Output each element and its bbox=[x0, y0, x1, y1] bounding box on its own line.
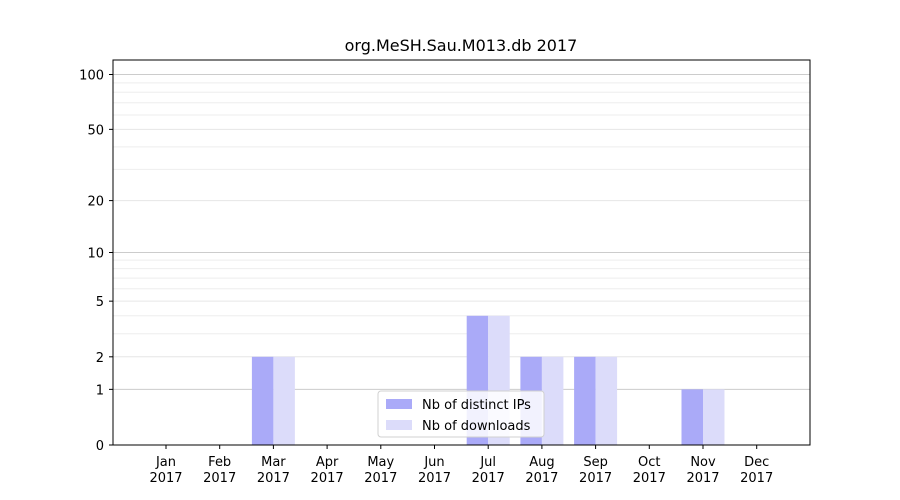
legend-swatch bbox=[386, 399, 412, 409]
x-tick-label-year: 2017 bbox=[311, 471, 344, 486]
bar bbox=[251, 356, 274, 445]
x-tick-label-year: 2017 bbox=[633, 471, 666, 486]
x-tick-label-year: 2017 bbox=[257, 471, 290, 486]
x-tick-label-month: Jun bbox=[423, 455, 444, 470]
y-tick-label: 2 bbox=[96, 351, 104, 366]
x-tick-label-month: Nov bbox=[690, 455, 716, 470]
bar bbox=[273, 356, 295, 445]
chart-title: org.MeSH.Sau.M013.db 2017 bbox=[345, 36, 578, 55]
x-tick-label-month: Feb bbox=[208, 455, 231, 470]
bar bbox=[595, 356, 618, 445]
bar bbox=[681, 389, 703, 445]
y-tick-label: 20 bbox=[87, 195, 104, 210]
bar bbox=[574, 356, 596, 445]
legend: Nb of distinct IPs Nb of downloads bbox=[377, 390, 545, 438]
x-tick-label-year: 2017 bbox=[686, 471, 719, 486]
x-tick-label-month: Dec bbox=[744, 455, 769, 470]
x-tick-label-month: Sep bbox=[583, 455, 608, 470]
x-tick-label-year: 2017 bbox=[525, 471, 558, 486]
y-tick-label: 100 bbox=[79, 69, 104, 84]
legend-swatch bbox=[386, 420, 412, 430]
x-tick-label-year: 2017 bbox=[418, 471, 451, 486]
y-tick-label: 1 bbox=[96, 383, 104, 398]
bar bbox=[703, 389, 725, 445]
x-tick-label-month: Oct bbox=[638, 455, 660, 470]
x-tick-label-month: Aug bbox=[529, 455, 554, 470]
x-tick-label-year: 2017 bbox=[579, 471, 612, 486]
x-tick-label-year: 2017 bbox=[149, 471, 182, 486]
x-tick-label-month: Jul bbox=[479, 455, 496, 470]
x-axis: Jan2017Feb2017Mar2017Apr2017May2017Jun20… bbox=[149, 445, 773, 486]
x-tick-label-month: Mar bbox=[261, 455, 286, 470]
y-tick-label: 50 bbox=[87, 123, 104, 138]
x-tick-label-month: Jan bbox=[155, 455, 176, 470]
legend-box bbox=[377, 390, 545, 438]
x-tick-label-year: 2017 bbox=[472, 471, 505, 486]
x-tick-label-year: 2017 bbox=[364, 471, 397, 486]
y-tick-label: 5 bbox=[96, 295, 104, 310]
legend-label: Nb of distinct IPs bbox=[422, 398, 531, 413]
y-tick-label: 10 bbox=[87, 247, 104, 262]
x-tick-label-month: Apr bbox=[316, 455, 339, 470]
x-tick-label-year: 2017 bbox=[203, 471, 236, 486]
y-axis: 0 1 2 5 10 20 50 100 bbox=[79, 69, 113, 454]
legend-label: Nb of downloads bbox=[422, 419, 531, 434]
y-tick-label: 0 bbox=[96, 439, 104, 454]
bar bbox=[541, 356, 564, 445]
x-tick-label-year: 2017 bbox=[740, 471, 773, 486]
x-tick-label-month: May bbox=[367, 455, 394, 470]
